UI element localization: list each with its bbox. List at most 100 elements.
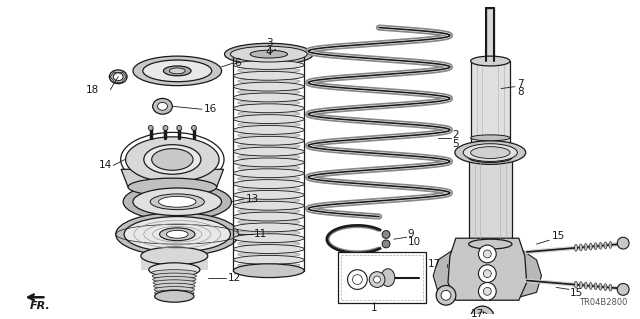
- Ellipse shape: [152, 273, 196, 279]
- Circle shape: [483, 287, 492, 295]
- Text: 2: 2: [452, 130, 458, 140]
- Ellipse shape: [234, 158, 304, 167]
- Ellipse shape: [584, 244, 588, 250]
- Ellipse shape: [133, 56, 221, 85]
- Ellipse shape: [575, 281, 577, 288]
- Ellipse shape: [154, 286, 195, 293]
- Ellipse shape: [604, 242, 607, 249]
- Ellipse shape: [237, 262, 300, 268]
- Ellipse shape: [455, 141, 525, 164]
- Ellipse shape: [113, 73, 123, 81]
- Ellipse shape: [617, 237, 629, 249]
- Ellipse shape: [237, 143, 300, 149]
- Ellipse shape: [234, 266, 304, 275]
- Ellipse shape: [234, 93, 304, 102]
- Ellipse shape: [159, 197, 196, 207]
- Ellipse shape: [237, 154, 300, 160]
- Text: 15: 15: [551, 231, 564, 241]
- Ellipse shape: [154, 283, 195, 289]
- Ellipse shape: [237, 165, 300, 171]
- Ellipse shape: [234, 147, 304, 156]
- Ellipse shape: [470, 147, 510, 159]
- Text: 5: 5: [452, 139, 458, 149]
- Ellipse shape: [155, 290, 194, 302]
- Bar: [340, 255, 423, 300]
- Circle shape: [470, 306, 494, 319]
- Ellipse shape: [234, 136, 304, 145]
- Text: 8: 8: [517, 86, 524, 97]
- Ellipse shape: [153, 277, 196, 282]
- Circle shape: [479, 265, 496, 283]
- Ellipse shape: [234, 180, 304, 189]
- Text: FR.: FR.: [29, 301, 51, 311]
- Ellipse shape: [234, 71, 304, 80]
- Ellipse shape: [237, 241, 300, 247]
- Ellipse shape: [369, 272, 385, 287]
- Ellipse shape: [141, 247, 208, 265]
- Circle shape: [436, 286, 456, 305]
- Text: 4: 4: [266, 47, 273, 57]
- Text: 15: 15: [570, 288, 583, 298]
- Ellipse shape: [234, 223, 304, 232]
- Ellipse shape: [599, 283, 602, 290]
- Ellipse shape: [470, 148, 510, 158]
- Ellipse shape: [609, 241, 612, 249]
- Ellipse shape: [374, 276, 381, 283]
- Polygon shape: [433, 248, 456, 297]
- Ellipse shape: [124, 217, 230, 252]
- Text: 9: 9: [408, 229, 414, 239]
- Polygon shape: [519, 248, 541, 297]
- Ellipse shape: [109, 70, 127, 84]
- Ellipse shape: [470, 135, 510, 141]
- Circle shape: [479, 283, 496, 300]
- Bar: [486, 8, 494, 61]
- Circle shape: [483, 250, 492, 258]
- Ellipse shape: [353, 275, 362, 285]
- Ellipse shape: [177, 125, 182, 130]
- Ellipse shape: [234, 256, 304, 264]
- Ellipse shape: [234, 50, 304, 59]
- Ellipse shape: [599, 242, 602, 249]
- Ellipse shape: [237, 219, 300, 225]
- Ellipse shape: [237, 122, 300, 128]
- Polygon shape: [448, 238, 527, 300]
- Ellipse shape: [234, 264, 304, 278]
- Text: 6: 6: [234, 58, 241, 68]
- Ellipse shape: [579, 282, 582, 289]
- Ellipse shape: [237, 56, 300, 63]
- Bar: [338, 252, 426, 303]
- Text: 1: 1: [371, 303, 378, 313]
- Ellipse shape: [148, 263, 200, 277]
- Circle shape: [479, 245, 496, 263]
- Ellipse shape: [159, 228, 195, 241]
- Ellipse shape: [157, 102, 168, 110]
- Ellipse shape: [470, 56, 510, 66]
- Ellipse shape: [237, 251, 300, 257]
- Ellipse shape: [234, 190, 304, 199]
- Ellipse shape: [234, 234, 304, 243]
- Text: 16: 16: [204, 104, 217, 114]
- Ellipse shape: [589, 243, 592, 250]
- Ellipse shape: [617, 284, 629, 295]
- Circle shape: [441, 290, 451, 300]
- Circle shape: [382, 240, 390, 248]
- Ellipse shape: [594, 243, 597, 250]
- Ellipse shape: [234, 104, 304, 113]
- Text: 17: 17: [428, 259, 442, 269]
- Ellipse shape: [121, 132, 224, 187]
- Ellipse shape: [237, 176, 300, 182]
- Ellipse shape: [609, 284, 612, 291]
- Ellipse shape: [128, 178, 217, 196]
- Text: 3: 3: [266, 38, 273, 48]
- Ellipse shape: [584, 282, 588, 289]
- Ellipse shape: [237, 111, 300, 117]
- Text: 14: 14: [99, 160, 112, 170]
- Text: 12: 12: [227, 272, 241, 283]
- Ellipse shape: [230, 46, 307, 62]
- Ellipse shape: [237, 78, 300, 84]
- Text: 17: 17: [471, 309, 484, 319]
- Text: 13: 13: [246, 194, 259, 204]
- Ellipse shape: [237, 89, 300, 95]
- Text: 10: 10: [408, 237, 420, 247]
- Ellipse shape: [153, 280, 195, 286]
